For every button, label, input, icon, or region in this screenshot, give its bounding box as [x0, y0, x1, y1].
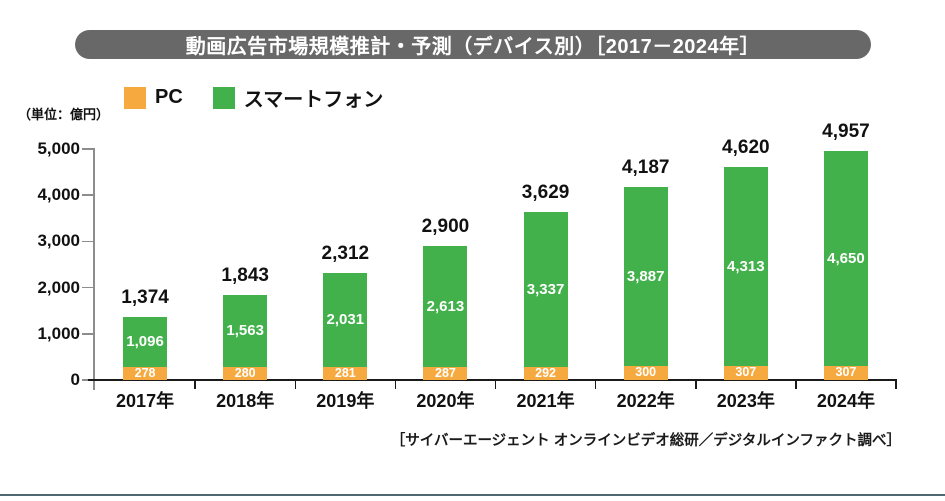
legend-item-smartphone: スマートフォン	[212, 83, 384, 112]
pc-value-label: 307	[835, 365, 857, 379]
smartphone-segment	[523, 212, 568, 367]
y-tick-label: 0	[70, 370, 80, 389]
unit-label: （単位：億円）	[18, 107, 110, 122]
y-tick-label: 3,000	[37, 231, 80, 251]
y-axis-tick	[82, 333, 94, 335]
x-category-label: 2024年	[816, 391, 875, 411]
smartphone-segment	[823, 151, 868, 366]
legend-label-smartphone: スマートフォン	[243, 89, 384, 111]
x-axis-tick	[494, 381, 497, 389]
smartphone-value-label: 1,096	[126, 333, 164, 350]
pc-segment	[423, 367, 468, 380]
y-tick-label: 1,000	[37, 323, 80, 343]
pc-segment	[223, 367, 268, 380]
smartphone-value-label: 4,650	[827, 250, 865, 267]
smartphone-value-label: 3,337	[526, 281, 565, 298]
bottom-divider	[0, 494, 945, 496]
pc-segment	[123, 367, 168, 380]
total-value-label: 3,629	[521, 182, 570, 203]
x-axis-tick	[895, 381, 897, 389]
pc-segment	[623, 366, 668, 380]
smartphone-color-swatch	[212, 86, 235, 109]
smartphone-segment	[323, 273, 368, 367]
x-axis-tick	[594, 381, 597, 389]
y-axis-tick	[82, 194, 94, 196]
y-axis-tick	[82, 286, 94, 289]
y-axis-tick	[82, 148, 94, 150]
smartphone-segment	[223, 295, 268, 367]
x-axis-line	[88, 379, 897, 381]
smartphone-value-label: 3,887	[626, 268, 665, 285]
x-category-label: 2021年	[516, 391, 575, 411]
smartphone-segment	[723, 167, 768, 366]
smartphone-value-label: 4,313	[727, 258, 765, 275]
smartphone-segment	[123, 317, 168, 367]
x-category-label: 2017年	[116, 391, 175, 411]
x-axis-tick	[294, 381, 296, 389]
chart-title-banner: 動画広告市場規模推計・予測（デバイス別）［2017－2024年］	[75, 30, 871, 59]
source-note: ［サイバーエージェント オンラインビデオ総研／デジタルインファクト調べ］	[390, 433, 901, 449]
y-axis-tick	[82, 240, 94, 243]
x-axis-tick	[194, 381, 196, 389]
total-value-label: 2,900	[421, 216, 470, 237]
x-category-label: 2023年	[716, 391, 775, 411]
pc-segment	[523, 367, 568, 380]
total-value-label: 1,374	[121, 287, 169, 308]
pc-value-label: 280	[234, 366, 256, 380]
pc-value-label: 307	[735, 365, 757, 379]
smartphone-segment	[423, 246, 468, 367]
legend-item-pc: PC	[124, 86, 183, 109]
legend: PC スマートフォン	[124, 83, 383, 112]
total-value-label: 4,620	[722, 137, 770, 158]
smartphone-segment	[623, 187, 668, 366]
x-axis-tick	[394, 381, 397, 389]
pc-value-label: 278	[134, 366, 156, 380]
smartphone-value-label: 1,563	[226, 322, 264, 339]
pc-value-label: 287	[435, 366, 456, 380]
x-axis-tick	[795, 381, 797, 389]
total-value-label: 2,312	[321, 243, 370, 264]
smartphone-value-label: 2,613	[426, 298, 465, 315]
pc-segment	[823, 366, 868, 380]
pc-value-label: 300	[635, 365, 657, 379]
x-category-label: 2022年	[616, 391, 675, 411]
pc-color-swatch	[124, 86, 146, 109]
y-tick-label: 2,000	[37, 277, 80, 297]
smartphone-value-label: 2,031	[326, 311, 365, 328]
x-category-label: 2019年	[316, 391, 375, 411]
pc-value-label: 292	[535, 366, 556, 380]
total-value-label: 1,843	[221, 265, 269, 286]
x-category-label: 2020年	[416, 391, 475, 411]
y-axis-line	[93, 148, 95, 390]
total-value-label: 4,957	[822, 121, 870, 142]
y-tick-label: 4,000	[37, 185, 80, 205]
y-tick-label: 5,000	[37, 139, 80, 158]
pc-value-label: 281	[334, 366, 356, 380]
x-category-label: 2018年	[216, 391, 275, 411]
legend-label-pc: PC	[155, 86, 183, 108]
x-axis-tick	[695, 381, 697, 389]
total-value-label: 4,187	[621, 157, 670, 178]
pc-segment	[323, 367, 368, 380]
pc-segment	[723, 366, 768, 380]
